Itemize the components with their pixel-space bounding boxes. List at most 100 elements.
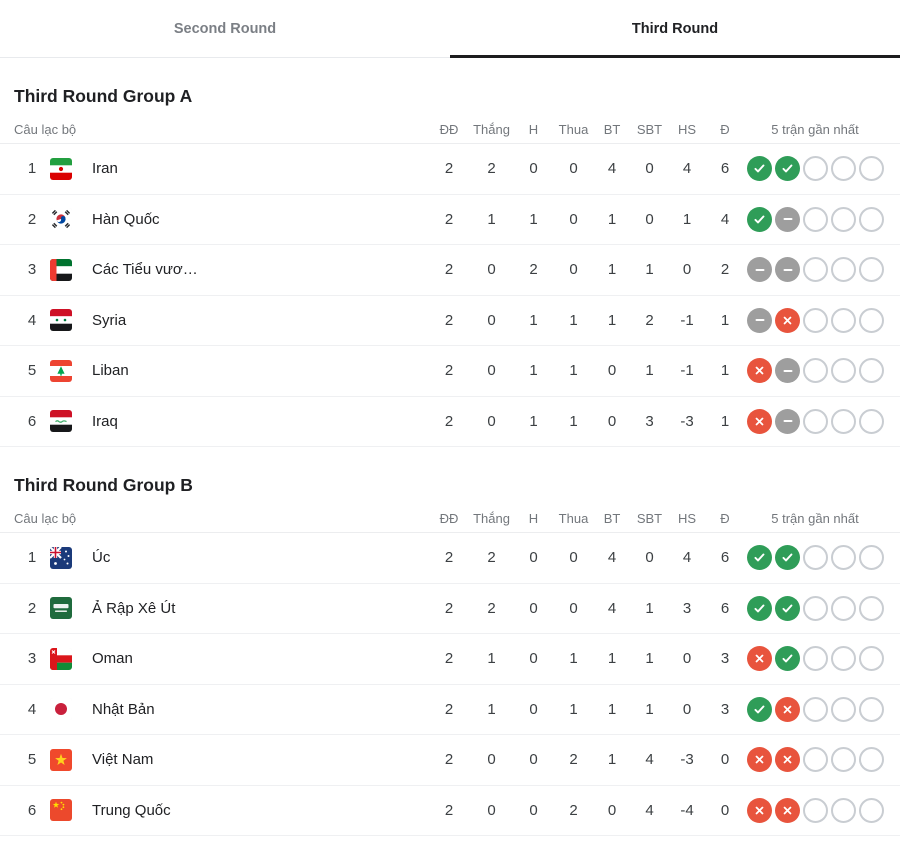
- form-empty-icon: [859, 358, 884, 384]
- column-header-stat: HS: [677, 122, 697, 137]
- team-name: Iran: [92, 160, 118, 178]
- table-row[interactable]: 2 Ả Rập Xê Út 2 2 0 0 4 1 3 6: [0, 583, 900, 634]
- stat-value: 3: [720, 650, 730, 668]
- team-name: Trung Quốc: [92, 801, 171, 819]
- form-empty-icon: [803, 358, 828, 384]
- table-row[interactable]: 6 Iraq 2 0 1 1 0 3 -3 1: [0, 396, 900, 447]
- form-draw-icon: [747, 257, 772, 283]
- syria-flag-icon: [50, 309, 72, 332]
- table-row[interactable]: 4 Nhật Bản 2 1 0 1 1 1 0 3: [0, 684, 900, 735]
- column-header-club: Câu lạc bộ: [14, 511, 77, 526]
- table-row[interactable]: 4 Syria 2 0 1 1 1 2 -1 1: [0, 295, 900, 346]
- form-empty-icon: [803, 646, 828, 672]
- stat-value: 1: [487, 210, 496, 228]
- stat-value: -1: [680, 311, 694, 329]
- stat-value: 0: [529, 160, 538, 178]
- stat-value: 3: [645, 412, 654, 430]
- table-row[interactable]: 3 Các Tiểu vươ… 2 0 2 0 1 1 0 2: [0, 245, 900, 296]
- stat-value: 0: [529, 549, 538, 567]
- stat-value: 3: [720, 700, 730, 718]
- stat-value: 4: [645, 751, 654, 769]
- column-header-stat: BT: [603, 122, 621, 137]
- stat-value: 1: [569, 700, 578, 718]
- form-icons: [744, 408, 886, 434]
- stat-value: 4: [682, 160, 692, 178]
- form-empty-icon: [803, 696, 828, 722]
- stat-value: 1: [607, 700, 617, 718]
- stat-value: 2: [444, 311, 454, 329]
- table-row[interactable]: 5 Việt Nam 2 0 0 2 1 4 -3 0: [0, 735, 900, 786]
- form-icons: [744, 797, 886, 823]
- form-draw-icon: [747, 307, 772, 333]
- stat-value: 0: [569, 261, 578, 279]
- table-row[interactable]: 1 Iran 2 2 0 0 4 0 4 6: [0, 144, 900, 195]
- rank-number: 2: [27, 599, 37, 617]
- form-loss-icon: [775, 307, 800, 333]
- stat-value: 2: [444, 650, 454, 668]
- tab-second-round[interactable]: Second Round: [173, 20, 277, 37]
- form-loss-icon: [775, 747, 800, 773]
- tab-third-round[interactable]: Third Round: [450, 0, 900, 58]
- table-row[interactable]: 1 Úc 2 2 0 0 4 0 4 6: [0, 533, 900, 584]
- form-empty-icon: [803, 307, 828, 333]
- groups-container: Third Round Group A Câu lạc bộ ĐĐ Thắng H T…: [0, 85, 900, 836]
- form-empty-icon: [803, 797, 828, 823]
- form-loss-icon: [775, 797, 800, 823]
- form-empty-icon: [803, 408, 828, 434]
- stat-value: 2: [720, 261, 730, 279]
- form-empty-icon: [831, 696, 856, 722]
- stat-value: 4: [607, 549, 617, 567]
- stat-value: 2: [444, 261, 454, 279]
- form-empty-icon: [859, 595, 884, 621]
- australia-flag-icon: [50, 546, 72, 569]
- stat-value: 0: [487, 362, 496, 380]
- team-name: Ả Rập Xê Út: [92, 599, 176, 617]
- form-empty-icon: [831, 595, 856, 621]
- form-empty-icon: [859, 646, 884, 672]
- round-tabbar: Second Round Third Round: [0, 0, 900, 58]
- form-empty-icon: [831, 545, 856, 571]
- stat-value: 1: [607, 210, 617, 228]
- stat-value: 1: [569, 412, 578, 430]
- column-header-stat: SBT: [636, 511, 663, 526]
- stat-value: 2: [645, 311, 654, 329]
- table-row[interactable]: 3 Oman 2 1 0 1 1 1 0 3: [0, 634, 900, 685]
- table-header: Câu lạc bộ ĐĐ Thắng H Thua BT SBT HS Đ 5 trận gầ…: [0, 505, 900, 533]
- stat-value: 2: [444, 210, 454, 228]
- form-empty-icon: [859, 206, 884, 232]
- form-empty-icon: [831, 257, 856, 283]
- stat-value: 1: [569, 650, 578, 668]
- oman-flag-icon: [50, 647, 72, 670]
- form-icons: [744, 257, 886, 283]
- form-empty-icon: [831, 408, 856, 434]
- stat-value: 0: [682, 261, 692, 279]
- table-row[interactable]: 5 Liban 2 0 1 1 0 1 -1 1: [0, 346, 900, 397]
- stat-value: 1: [487, 650, 496, 668]
- form-draw-icon: [775, 257, 800, 283]
- group-section: Third Round Group B Câu lạc bộ ĐĐ Thắng H T…: [0, 474, 900, 836]
- stat-value: 0: [487, 801, 496, 819]
- form-icons: [744, 696, 886, 722]
- group-title: Third Round Group B: [14, 475, 193, 495]
- rank-number: 5: [27, 751, 37, 769]
- table-row[interactable]: 6 Trung Quốc 2 0 0 2 0 4 -4 0: [0, 785, 900, 836]
- rank-number: 1: [27, 160, 37, 178]
- saudi-arabia-flag-icon: [50, 597, 72, 620]
- team-name: Liban: [92, 362, 129, 380]
- form-empty-icon: [831, 307, 856, 333]
- form-loss-icon: [747, 646, 772, 672]
- stat-value: 0: [569, 210, 578, 228]
- form-icons: [744, 747, 886, 773]
- column-header-stat: ĐĐ: [439, 122, 459, 137]
- stat-value: 0: [607, 801, 617, 819]
- form-empty-icon: [859, 257, 884, 283]
- form-win-icon: [775, 646, 800, 672]
- table-row[interactable]: 2 Hàn Quốc 2 1 1 0 1 0 1 4: [0, 194, 900, 245]
- stat-value: 1: [645, 599, 654, 617]
- rank-number: 1: [27, 549, 37, 567]
- form-empty-icon: [803, 156, 828, 182]
- stat-value: 2: [444, 549, 454, 567]
- form-empty-icon: [859, 408, 884, 434]
- form-win-icon: [747, 595, 772, 621]
- column-header-stat: H: [528, 122, 539, 137]
